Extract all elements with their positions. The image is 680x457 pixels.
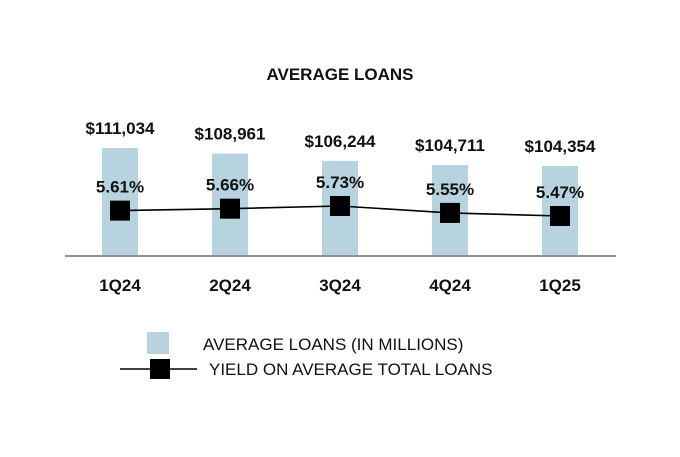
- legend: AVERAGE LOANS (IN MILLIONS) YIELD ON AVE…: [120, 332, 492, 379]
- legend-bar-label: AVERAGE LOANS (IN MILLIONS): [203, 335, 463, 354]
- x-tick-label-4q24: 4Q24: [429, 276, 471, 295]
- chart-title: AVERAGE LOANS: [266, 65, 413, 84]
- legend-line-label: YIELD ON AVERAGE TOTAL LOANS: [209, 360, 492, 379]
- bar-value-label-2q24: $108,961: [195, 125, 266, 144]
- axis-layer: 1Q24 2Q24 3Q24 4Q24 1Q25: [65, 255, 616, 295]
- bar-value-label-1q25: $104,354: [525, 137, 596, 156]
- yield-marker-2q24: [220, 198, 240, 219]
- data-labels-layer: $111,034 $108,961 $106,244 $104,711 $104,354…: [85, 119, 596, 202]
- yield-line-layer: [110, 196, 570, 226]
- bar-value-label-1q24: $111,034: [85, 119, 155, 138]
- x-tick-label-1q25: 1Q25: [539, 276, 581, 295]
- x-tick-label-2q24: 2Q24: [209, 276, 251, 295]
- legend-bar-swatch: [147, 332, 169, 354]
- legend-line-marker: [150, 359, 170, 379]
- yield-marker-1q25: [550, 206, 570, 226]
- yield-value-label-3q24: 5.73%: [316, 173, 364, 192]
- yield-value-label-2q24: 5.66%: [206, 176, 254, 195]
- yield-value-label-1q25: 5.47%: [536, 183, 584, 202]
- yield-marker-3q24: [330, 196, 350, 216]
- yield-marker-4q24: [440, 202, 460, 223]
- bar-value-label-3q24: $106,244: [305, 132, 376, 151]
- x-tick-label-1q24: 1Q24: [99, 276, 141, 295]
- x-tick-label-3q24: 3Q24: [319, 276, 361, 295]
- yield-marker-1q24: [110, 200, 130, 221]
- yield-value-label-4q24: 5.55%: [426, 180, 474, 199]
- bar-value-label-4q24: $104,711: [415, 136, 485, 155]
- yield-value-label-1q24: 5.61%: [96, 178, 144, 197]
